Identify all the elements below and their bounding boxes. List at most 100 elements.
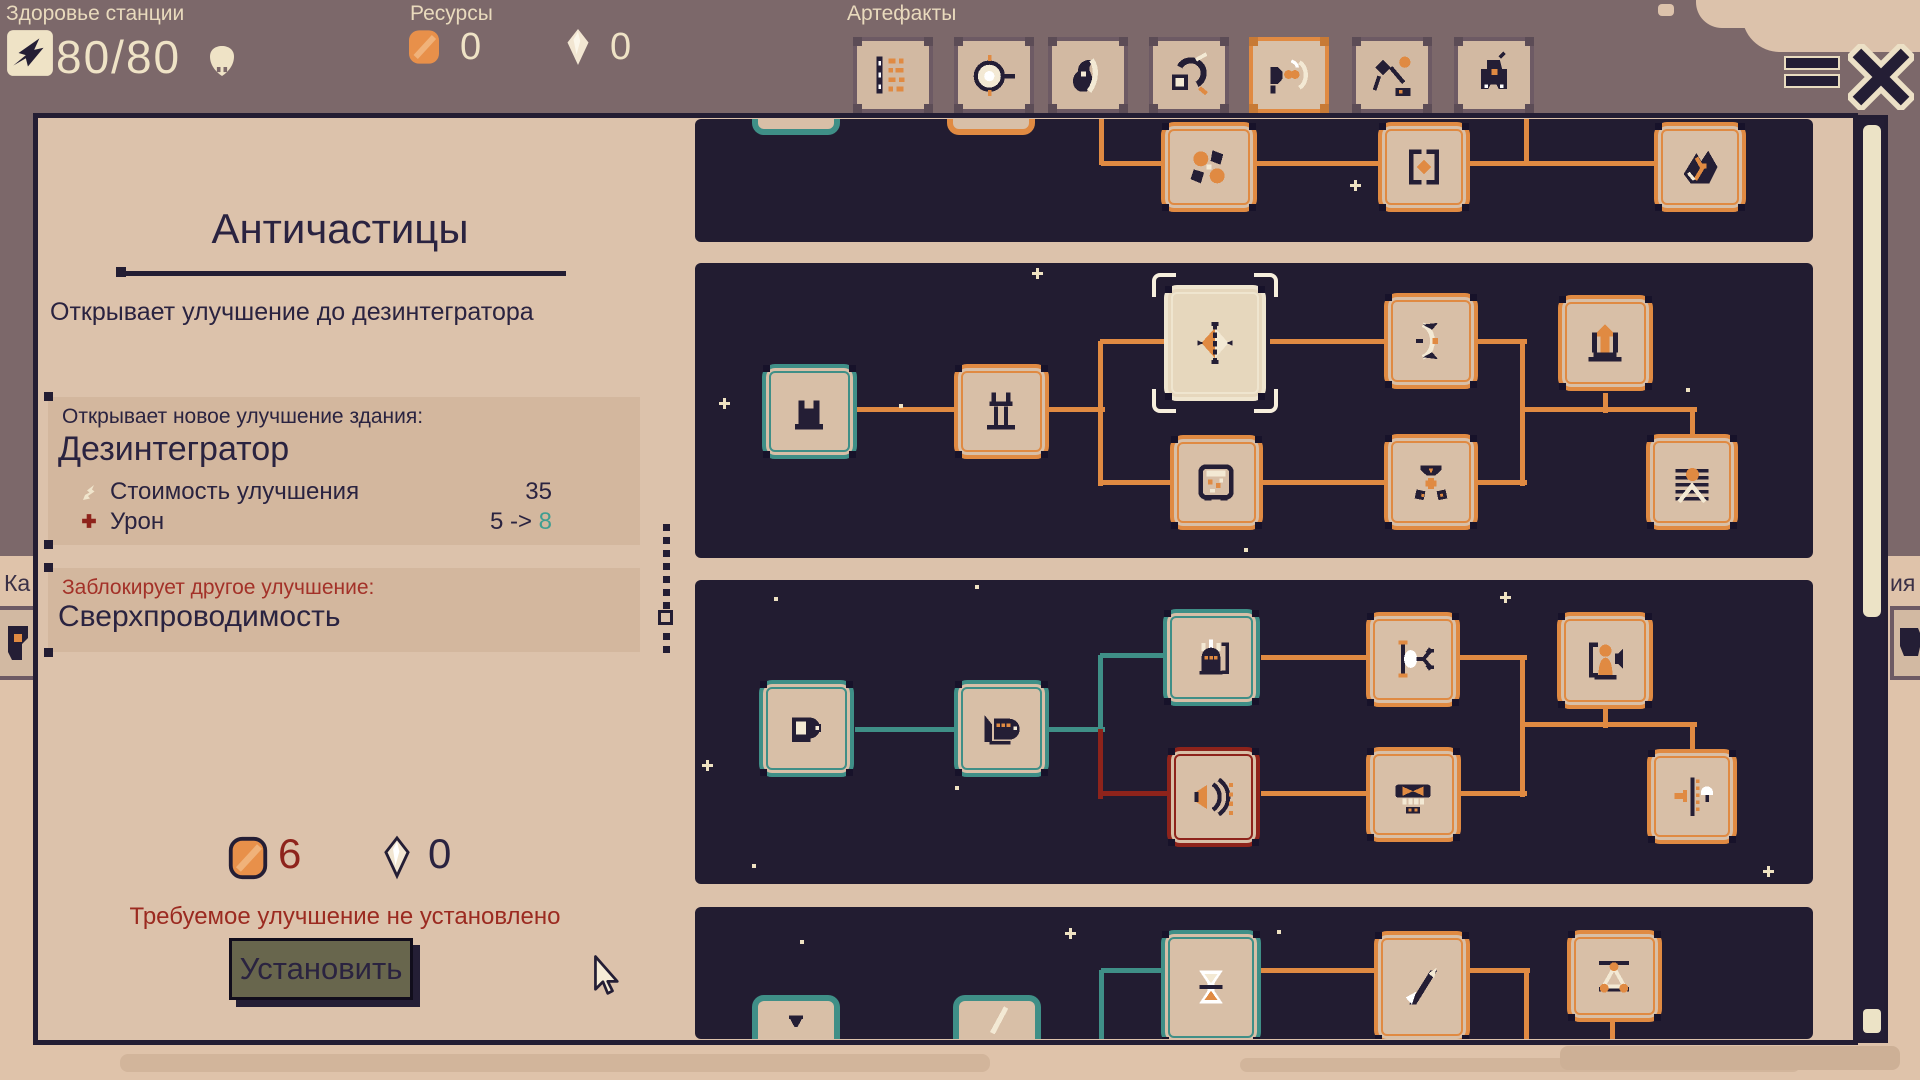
tech-node-partial[interactable]: [947, 119, 1035, 135]
bg-left-panel-label: Ка: [4, 570, 31, 596]
tech-node-trinet[interactable]: [1566, 930, 1662, 1022]
tech-node-partial[interactable]: [953, 995, 1041, 1039]
artifact-slot-claw-icon[interactable]: [1048, 37, 1128, 113]
tech-link: [1098, 341, 1103, 486]
upgrade-cost-icon: [78, 480, 102, 504]
tech-node-speaker[interactable]: [1166, 747, 1260, 847]
cost-ore-icon: [225, 834, 271, 882]
tech-node-swordwall[interactable]: [1647, 748, 1737, 844]
tech-link: [1099, 119, 1104, 165]
tech-link: [1098, 729, 1103, 799]
tech-tree-row-4: [695, 907, 1813, 1039]
tree-scrollbar[interactable]: [1856, 115, 1888, 1043]
artifact-slot-flask-icon[interactable]: [954, 37, 1034, 113]
tech-link: [1099, 970, 1104, 1039]
tech-node-partial[interactable]: [752, 995, 840, 1039]
tech-node-partial[interactable]: [752, 119, 840, 135]
sparkle-decoration: [800, 940, 804, 944]
tech-link: [1260, 968, 1378, 973]
cost-crystal-icon: [378, 832, 416, 882]
tech-node-machine[interactable]: [1162, 608, 1260, 706]
tech-link: [1468, 968, 1530, 973]
box-corner-mark: [44, 540, 53, 549]
tech-node-cannon[interactable]: [758, 679, 854, 777]
artifacts-label: Артефакты: [847, 2, 957, 25]
tech-node-petals[interactable]: [1161, 122, 1257, 212]
sparkle-decoration: [1500, 592, 1511, 603]
cloud-decoration: [1658, 4, 1674, 16]
menu-icon[interactable]: [1786, 76, 1838, 86]
panel-divider-knob[interactable]: [658, 610, 673, 625]
tech-link: [1524, 119, 1529, 165]
menu-icon[interactable]: [1786, 58, 1838, 68]
tech-node-figure[interactable]: [1557, 611, 1653, 709]
stat-row-damage: Урон 5 -> 8: [78, 508, 552, 538]
bg-right-panel-label: ия: [1890, 570, 1916, 596]
cloud-decoration: [1742, 0, 1920, 52]
artifact-slot-route-icon[interactable]: [1352, 37, 1432, 113]
tech-node-trefoil[interactable]: [1384, 434, 1478, 530]
scrollbar-thumb[interactable]: [1863, 125, 1881, 617]
tech-node-cannon-up[interactable]: [953, 679, 1049, 777]
sparkle-decoration: [955, 786, 959, 790]
stat-value-old: 5 ->: [489, 508, 539, 535]
tech-link: [1477, 480, 1527, 485]
tech-link: [1477, 339, 1527, 344]
tech-link: [1520, 341, 1525, 486]
install-button[interactable]: Установить: [229, 938, 413, 1000]
tech-node-mask[interactable]: [1365, 746, 1461, 842]
artifact-slot-key-icon[interactable]: [1249, 37, 1329, 113]
divider-dot: [663, 550, 670, 557]
title-underline: [116, 267, 126, 277]
box-corner-mark: [44, 648, 53, 657]
sparkle-decoration: [1032, 268, 1043, 279]
tech-node-frame-core[interactable]: [1378, 122, 1470, 212]
tech-node-tower-tall[interactable]: [953, 363, 1049, 459]
sparkle-decoration: [719, 398, 730, 409]
sparkle-decoration: [1244, 548, 1248, 552]
tech-link: [1690, 409, 1695, 439]
tech-node-document[interactable]: [1646, 434, 1738, 530]
close-icon[interactable]: [1848, 44, 1914, 110]
stat-row-cost: Стоимость улучшения 35: [78, 478, 552, 508]
tech-link: [1524, 970, 1529, 1039]
tech-node-funnel[interactable]: [1161, 929, 1261, 1039]
cost-ore-value: 6: [278, 830, 302, 877]
tech-link: [1098, 655, 1103, 733]
divider-dot: [663, 589, 670, 596]
tech-node-burst[interactable]: [1654, 122, 1746, 212]
stat-label: Урон: [110, 508, 165, 535]
tech-node-slash[interactable]: [1374, 931, 1470, 1039]
tech-link: [1100, 791, 1172, 796]
tech-node-monument[interactable]: [1557, 295, 1653, 391]
tech-tree-row-2: [695, 263, 1813, 558]
tech-node-crate[interactable]: [1169, 434, 1263, 530]
sparkle-decoration: [1065, 928, 1076, 939]
tech-node-tower[interactable]: [761, 363, 857, 459]
sparkle-decoration: [1350, 180, 1361, 191]
block-info-box: [48, 568, 640, 652]
divider-dot: [663, 646, 670, 653]
requirement-warning: Требуемое улучшение не установлено: [129, 903, 561, 930]
tech-link: [1100, 480, 1175, 485]
ore-icon: [404, 26, 444, 68]
tech-node-bow[interactable]: [1384, 293, 1478, 389]
tech-link: [1522, 407, 1697, 412]
tech-node-antiparticle[interactable]: [1152, 273, 1278, 413]
tech-link: [1522, 722, 1697, 727]
tech-link: [1610, 1022, 1615, 1039]
tech-link: [1270, 339, 1390, 344]
cursor-icon: [590, 955, 620, 999]
artifact-slot-sentry-icon[interactable]: [1454, 37, 1534, 113]
station-health-icon: [5, 26, 55, 80]
sparkle-decoration: [774, 597, 778, 601]
artifact-slot-spiral-icon[interactable]: [1149, 37, 1229, 113]
box-corner-mark: [44, 392, 53, 401]
tech-link: [1100, 339, 1170, 344]
unlock-box-header: Открывает новое улучшение здания:: [62, 405, 424, 428]
artifact-slot-scroll-icon[interactable]: [853, 37, 933, 113]
tech-link: [1459, 655, 1527, 660]
crystal-icon: [560, 26, 596, 68]
tech-link: [1690, 724, 1695, 752]
tech-node-splitter[interactable]: [1366, 611, 1460, 707]
